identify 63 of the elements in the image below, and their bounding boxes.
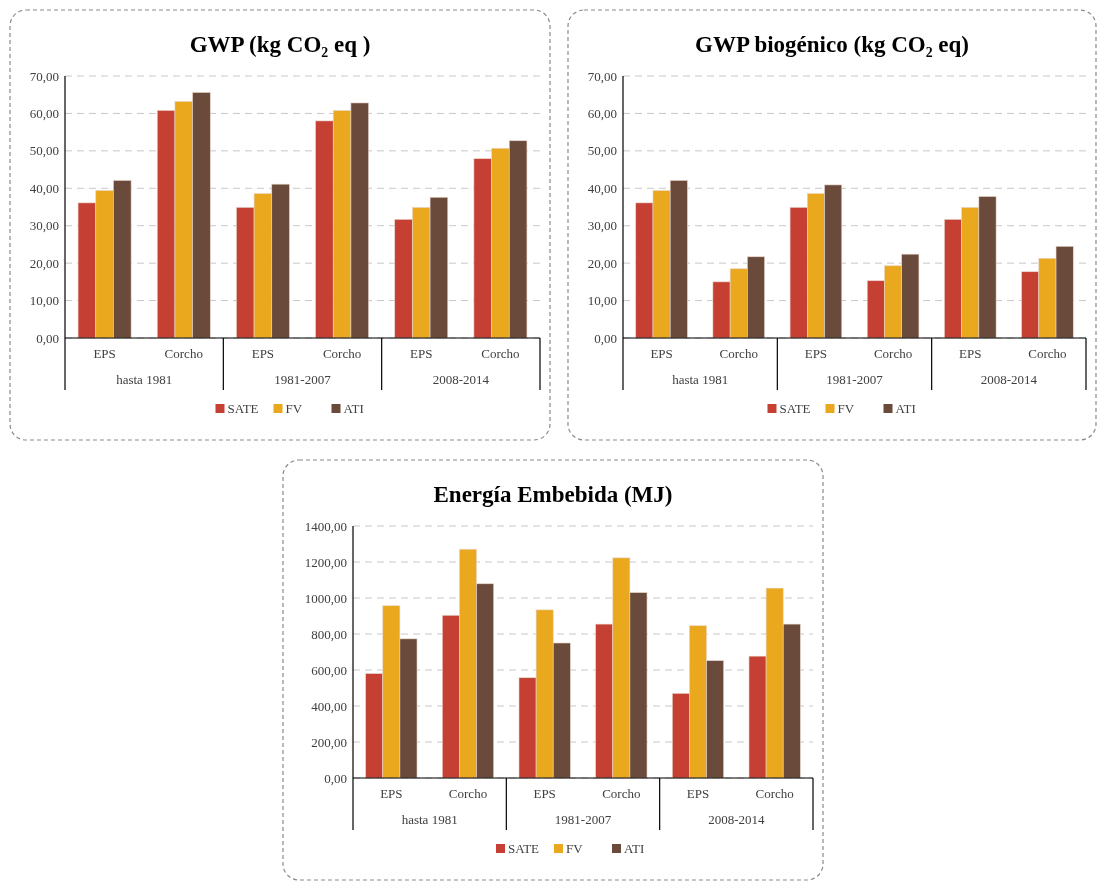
y-tick-label: 50,00 [29,143,59,159]
x-tick-label: Corcho [448,786,488,801]
legend-label: FV [566,841,584,856]
x-tick-label: Corcho [602,786,641,801]
legend-label: FV [285,401,303,416]
legend-label: ATI [624,841,645,856]
legend-label: ATI [343,401,364,416]
y-tick-label: 30,00 [29,218,59,234]
y-tick-label: 1000,00 [304,590,347,606]
y-tick-label: 0,00 [594,330,617,346]
y-tick-label: 70,00 [29,68,59,84]
text: hasta 1981 [116,372,173,387]
y-tick-label: 400,00 [311,698,347,714]
x-tick-label: EPS [410,346,433,361]
y-tick-label: 60,00 [29,105,59,121]
x-tick-label: Corcho [873,346,913,361]
text: 2008-2014 [980,372,1038,387]
y-tick-label: 600,00 [311,662,347,678]
y-tick-label: 40,00 [587,180,617,196]
y-tick-label: 0,00 [36,330,59,346]
y-tick-label: 1400,00 [304,518,347,534]
chart-title: Energía Embebida (MJ) [433,482,673,507]
y-tick-label: 10,00 [29,293,59,309]
y-tick-label: 20,00 [29,255,59,271]
x-tick-label: Corcho [755,786,794,801]
x-tick-label: Corcho [1028,346,1067,361]
legend-label: ATI [895,401,916,416]
x-tick-label: EPS [804,346,828,361]
x-tick-label: EPS [380,786,403,801]
x-tick-label: EPS [533,786,556,801]
text: 1981-2007 [274,372,332,387]
y-tick-label: 10,00 [587,293,617,309]
x-tick-label: Corcho [322,346,362,361]
y-tick-label: 70,00 [587,68,617,84]
x-tick-label: EPS [686,786,710,801]
x-tick-label: Corcho [719,346,758,361]
y-tick-label: 60,00 [587,105,617,121]
text: 2008-2014 [708,812,765,827]
legend-label: FV [837,401,855,416]
text: 1981-2007 [826,372,884,387]
y-tick-label: 800,00 [311,626,347,642]
text: 2008-2014 [432,372,490,387]
y-tick-label: 40,00 [29,180,59,196]
chart-title: GWP (kg CO₂ eq ) [189,32,371,57]
y-tick-label: 200,00 [311,734,347,750]
x-tick-label: Corcho [164,346,203,361]
x-tick-label: Corcho [481,346,520,361]
y-tick-label: 0,00 [324,770,347,786]
y-tick-label: 30,00 [587,218,617,234]
legend-label: SATE [227,401,259,416]
chart-title: GWP biogénico (kg CO₂ eq) [695,32,969,57]
y-tick-label: 1200,00 [304,554,347,570]
text: 1981-2007 [554,812,612,827]
x-tick-label: EPS [959,346,982,361]
y-tick-label: 50,00 [587,143,617,159]
x-tick-label: EPS [93,346,116,361]
legend-label: SATE [508,841,540,856]
x-tick-label: EPS [251,346,275,361]
text: hasta 1981 [401,812,458,827]
y-tick-label: 20,00 [587,255,617,271]
x-tick-label: EPS [650,346,673,361]
text: hasta 1981 [672,372,729,387]
legend-label: SATE [779,401,811,416]
